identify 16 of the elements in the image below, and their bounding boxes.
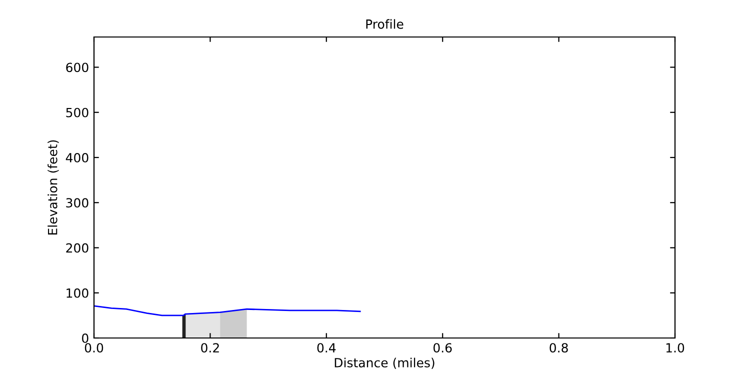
- x-axis-title: Distance (miles): [334, 358, 434, 369]
- y-tick-label: 400: [66, 152, 88, 162]
- x-tick-label: 0.0: [84, 343, 104, 353]
- x-tick-label: 0.2: [201, 343, 219, 353]
- y-tick-label: 500: [66, 108, 88, 118]
- y-tick-label: 600: [66, 62, 88, 72]
- x-tick-label: 1.0: [666, 343, 684, 353]
- x-tick-label: 0.4: [317, 343, 336, 353]
- y-tick-label: 300: [66, 198, 88, 208]
- y-tick-label: 100: [66, 288, 88, 298]
- chart-title: Profile: [366, 19, 404, 29]
- y-axis-title: Elevation (feet): [48, 140, 59, 235]
- x-tick-label: 0.6: [433, 343, 452, 353]
- x-tick-label: 0.8: [550, 343, 568, 353]
- y-tick-label: 0: [82, 333, 88, 343]
- y-tick-label: 200: [66, 243, 88, 253]
